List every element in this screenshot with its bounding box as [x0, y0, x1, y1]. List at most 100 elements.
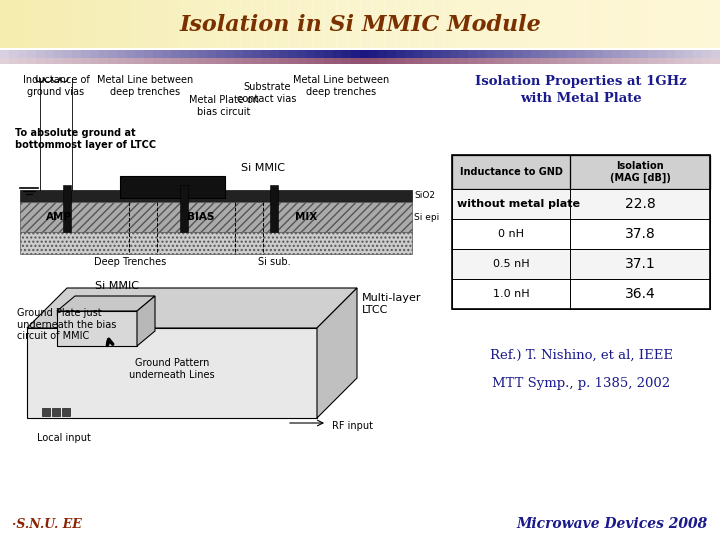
Bar: [270, 50, 280, 64]
Bar: [45, 58, 55, 64]
Bar: [558, 50, 568, 64]
Bar: [540, 50, 550, 64]
Bar: [594, 50, 604, 64]
Bar: [315, 58, 325, 64]
Bar: [432, 58, 442, 64]
Bar: [81, 58, 91, 64]
Bar: [0, 50, 10, 64]
Text: with Metal Plate: with Metal Plate: [520, 91, 642, 105]
Bar: [387, 50, 397, 64]
Bar: [207, 58, 217, 64]
Bar: [708, 0, 720, 48]
Polygon shape: [57, 296, 155, 311]
Bar: [603, 50, 613, 64]
Text: RF input: RF input: [332, 421, 373, 431]
Bar: [324, 0, 337, 48]
Bar: [675, 58, 685, 64]
Bar: [12, 70, 434, 270]
Bar: [450, 50, 460, 64]
Bar: [495, 58, 505, 64]
Bar: [696, 0, 709, 48]
Bar: [420, 0, 433, 48]
Bar: [96, 0, 109, 48]
Bar: [0, 0, 13, 48]
Bar: [48, 0, 61, 48]
Bar: [270, 185, 278, 232]
Text: ·S.N.U. EE: ·S.N.U. EE: [12, 517, 82, 530]
Bar: [666, 50, 676, 64]
Bar: [351, 58, 361, 64]
Bar: [243, 50, 253, 64]
Bar: [369, 50, 379, 64]
Bar: [153, 58, 163, 64]
Bar: [450, 58, 460, 64]
Bar: [648, 50, 658, 64]
Bar: [120, 0, 133, 48]
Bar: [612, 0, 625, 48]
Bar: [216, 0, 229, 48]
Bar: [168, 0, 181, 48]
Bar: [504, 50, 514, 64]
Bar: [423, 58, 433, 64]
Bar: [441, 58, 451, 64]
Bar: [18, 50, 28, 64]
Bar: [459, 58, 469, 64]
Text: Isolation Properties at 1GHz: Isolation Properties at 1GHz: [475, 76, 687, 89]
Bar: [468, 0, 481, 48]
Bar: [135, 58, 145, 64]
Bar: [492, 0, 505, 48]
Text: Local input: Local input: [37, 433, 91, 443]
Bar: [621, 58, 631, 64]
Bar: [288, 58, 298, 64]
Bar: [477, 50, 487, 64]
Bar: [432, 50, 442, 64]
Bar: [0, 64, 720, 540]
Bar: [372, 0, 385, 48]
Bar: [99, 50, 109, 64]
Bar: [405, 58, 415, 64]
Bar: [36, 50, 46, 64]
Bar: [198, 50, 208, 64]
Bar: [405, 50, 415, 64]
Bar: [612, 0, 625, 48]
Bar: [252, 50, 262, 64]
Bar: [621, 50, 631, 64]
Bar: [324, 58, 334, 64]
Bar: [189, 58, 199, 64]
Bar: [522, 58, 532, 64]
Bar: [567, 58, 577, 64]
Bar: [204, 0, 217, 48]
Text: Si MMIC: Si MMIC: [95, 281, 139, 291]
Bar: [378, 50, 388, 64]
Text: 36.4: 36.4: [625, 287, 655, 301]
Bar: [132, 0, 145, 48]
Bar: [693, 58, 703, 64]
Bar: [96, 0, 109, 48]
Bar: [630, 50, 640, 64]
Text: Metal Line between
deep trenches: Metal Line between deep trenches: [293, 75, 390, 97]
Polygon shape: [317, 288, 357, 418]
Bar: [612, 50, 622, 64]
Text: 1.0 nH: 1.0 nH: [492, 289, 529, 299]
Bar: [120, 176, 225, 198]
Bar: [351, 50, 361, 64]
Bar: [9, 58, 19, 64]
Bar: [396, 50, 406, 64]
Bar: [84, 0, 97, 48]
Bar: [270, 58, 280, 64]
Bar: [252, 0, 265, 48]
Bar: [240, 0, 253, 48]
Bar: [342, 58, 352, 64]
Bar: [60, 0, 73, 48]
Bar: [564, 0, 577, 48]
Bar: [252, 58, 262, 64]
Text: Isolation
(MAG [dB]): Isolation (MAG [dB]): [610, 161, 670, 183]
Bar: [672, 0, 685, 48]
Bar: [162, 58, 172, 64]
Bar: [576, 0, 589, 48]
Bar: [216, 0, 229, 48]
Bar: [585, 58, 595, 64]
Bar: [20, 232, 412, 254]
Text: Deep Trenches: Deep Trenches: [94, 257, 166, 267]
Bar: [135, 50, 145, 64]
